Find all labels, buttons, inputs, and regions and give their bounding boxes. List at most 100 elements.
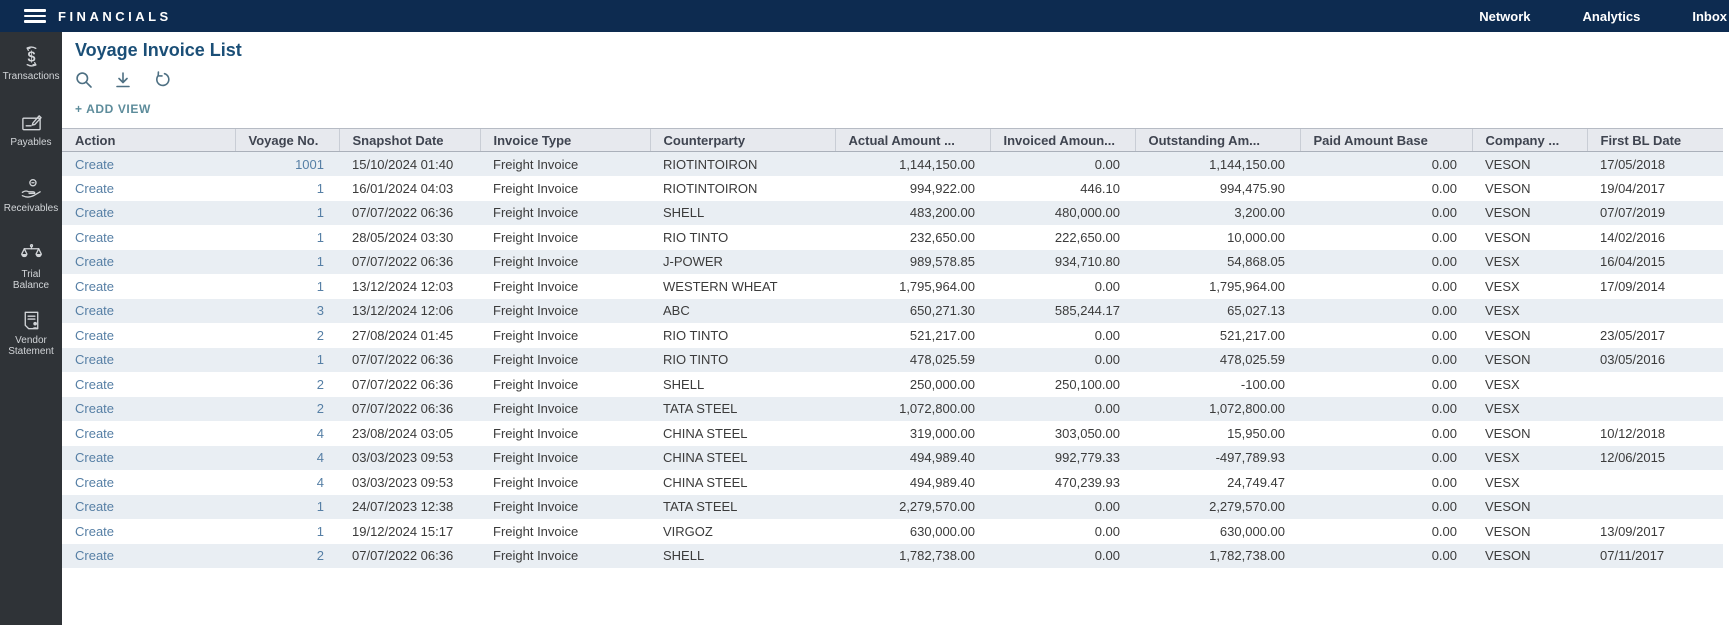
cell-paid: 0.00: [1431, 548, 1457, 564]
voyage-no-link[interactable]: 1: [316, 278, 324, 294]
cell-counterparty: CHINA STEEL: [663, 450, 748, 466]
cell-action: Create: [62, 152, 235, 177]
topnav-link-analytics[interactable]: Analytics: [1582, 8, 1641, 24]
cell-counterparty: RIO TINTO: [663, 352, 729, 368]
cell-first_bl: 23/05/2017: [1600, 327, 1666, 343]
create-link[interactable]: Create: [75, 327, 115, 343]
column-header-voyage_no[interactable]: Voyage No.: [234, 128, 339, 152]
sidebar-item-vendor-statement[interactable]: Vendor Statement: [0, 309, 62, 357]
sidebar-item-receivables[interactable]: Receivables: [0, 177, 62, 214]
table-row: Create 1 07/07/2022 06:36 Freight Invoice RI…: [62, 347, 1723, 372]
create-link[interactable]: Create: [75, 376, 115, 392]
create-link[interactable]: Create: [75, 352, 115, 368]
voyage-no-link[interactable]: 1: [316, 205, 324, 221]
voyage-no-link[interactable]: 1001: [295, 156, 324, 172]
cell-company: VESX: [1485, 278, 1520, 294]
create-link[interactable]: Create: [75, 303, 115, 319]
create-link[interactable]: Create: [75, 523, 115, 539]
create-link[interactable]: Create: [75, 254, 115, 270]
create-link[interactable]: Create: [75, 425, 115, 441]
sidebar-item-label: Transactions: [2, 71, 60, 82]
reset-icon[interactable]: [153, 71, 171, 89]
column-header-invoiced[interactable]: Invoiced Amoun...: [989, 128, 1135, 152]
cell-invoice_type: Freight Invoice: [493, 229, 579, 245]
voyage-no-link[interactable]: 1: [316, 352, 324, 368]
create-link[interactable]: Create: [75, 474, 115, 490]
cell-outstanding: 1,782,738.00: [1209, 548, 1285, 564]
column-header-counterparty[interactable]: Counterparty: [649, 128, 835, 152]
cell-invoiced: 0.00: [1094, 156, 1120, 172]
topnav-link-inbox[interactable]: Inbox: [1692, 8, 1727, 24]
voyage-no-link[interactable]: 2: [316, 327, 324, 343]
voyage-no-link[interactable]: 4: [316, 450, 324, 466]
cell-counterparty: CHINA STEEL: [663, 474, 748, 490]
cell-first_bl: 19/04/2017: [1600, 180, 1666, 196]
header-row: Action Voyage No. Snapshot Date Invoice Typ…: [62, 128, 1723, 152]
cell-first_bl: 17/05/2018: [1600, 156, 1666, 172]
column-header-invoice_type[interactable]: Invoice Type: [479, 128, 650, 152]
cell-paid: 0.00: [1431, 425, 1457, 441]
voyage-no-link[interactable]: 4: [316, 474, 324, 490]
download-icon[interactable]: [114, 71, 132, 89]
create-link[interactable]: Create: [75, 180, 115, 196]
create-link[interactable]: Create: [75, 450, 115, 466]
table-row: Create 1 16/01/2024 04:03 Freight Invoice RI…: [62, 176, 1723, 201]
search-icon[interactable]: [75, 71, 93, 89]
create-link[interactable]: Create: [75, 229, 115, 245]
cell-invoiced: 303,050.00: [1054, 425, 1120, 441]
cell-company: VESON: [1485, 352, 1531, 368]
cell-company: VESX: [1485, 303, 1520, 319]
cell-invoiced: 0.00: [1094, 499, 1120, 515]
create-link[interactable]: Create: [75, 548, 115, 564]
cell-counterparty: VIRGOZ: [663, 523, 713, 539]
create-link[interactable]: Create: [75, 401, 115, 417]
column-header-actual[interactable]: Actual Amount ...: [834, 128, 990, 152]
cell-paid: 0.00: [1431, 278, 1457, 294]
sidebar-item-label: Balance: [12, 280, 50, 291]
cell-counterparty: RIOTINTOIRON: [663, 156, 758, 172]
topnav-link-network[interactable]: Network: [1479, 8, 1531, 24]
voyage-no-link[interactable]: 2: [316, 401, 324, 417]
cell-snapshot_date: 13/12/2024 12:03: [352, 278, 454, 294]
cell-invoiced: 470,239.93: [1054, 474, 1120, 490]
voyage-no-link[interactable]: 1: [316, 180, 324, 196]
cell-voyage_no: 4: [235, 421, 339, 446]
voyage-no-link[interactable]: 2: [316, 548, 324, 564]
column-header-action[interactable]: Action: [62, 128, 235, 152]
cell-voyage_no: 1: [235, 225, 339, 250]
vendor-statement-icon: [24, 311, 38, 330]
create-link[interactable]: Create: [75, 156, 115, 172]
column-header-snapshot_date[interactable]: Snapshot Date: [338, 128, 480, 152]
cell-counterparty: TATA STEEL: [663, 401, 738, 417]
create-link[interactable]: Create: [75, 499, 115, 515]
cell-first_bl: 16/04/2015: [1600, 254, 1666, 270]
column-header-paid[interactable]: Paid Amount Base: [1299, 128, 1472, 152]
cell-snapshot_date: 07/07/2022 06:36: [352, 205, 454, 221]
add-view-button[interactable]: + ADD VIEW: [75, 102, 151, 116]
cell-invoice_type: Freight Invoice: [493, 376, 579, 392]
voyage-no-link[interactable]: 3: [316, 303, 324, 319]
cell-paid: 0.00: [1431, 523, 1457, 539]
column-header-outstanding[interactable]: Outstanding Am...: [1134, 128, 1300, 152]
voyage-no-link[interactable]: 1: [316, 499, 324, 515]
create-link[interactable]: Create: [75, 278, 115, 294]
hamburger-menu-icon[interactable]: [24, 6, 46, 26]
voyage-no-link[interactable]: 1: [316, 254, 324, 270]
cell-actual: 494,989.40: [909, 450, 975, 466]
voyage-no-link[interactable]: 1: [316, 523, 324, 539]
payables-icon: [21, 115, 42, 131]
column-header-company[interactable]: Company ...: [1471, 128, 1587, 152]
sidebar-item-payables[interactable]: Payables: [0, 111, 62, 148]
cell-outstanding: 10,000.00: [1227, 229, 1285, 245]
create-link[interactable]: Create: [75, 205, 115, 221]
cell-voyage_no: 1: [235, 495, 339, 520]
cell-paid: 0.00: [1431, 156, 1457, 172]
voyage-no-link[interactable]: 1: [316, 229, 324, 245]
sidebar-item-trial-balance[interactable]: Trial Balance: [0, 243, 62, 291]
voyage-no-link[interactable]: 4: [316, 425, 324, 441]
voyage-no-link[interactable]: 2: [316, 376, 324, 392]
cell-first_bl: 03/05/2016: [1600, 352, 1666, 368]
column-header-first_bl[interactable]: First BL Date: [1586, 128, 1723, 152]
sidebar-item-transactions[interactable]: $ Transactions: [0, 45, 62, 82]
cell-paid: 0.00: [1431, 352, 1457, 368]
